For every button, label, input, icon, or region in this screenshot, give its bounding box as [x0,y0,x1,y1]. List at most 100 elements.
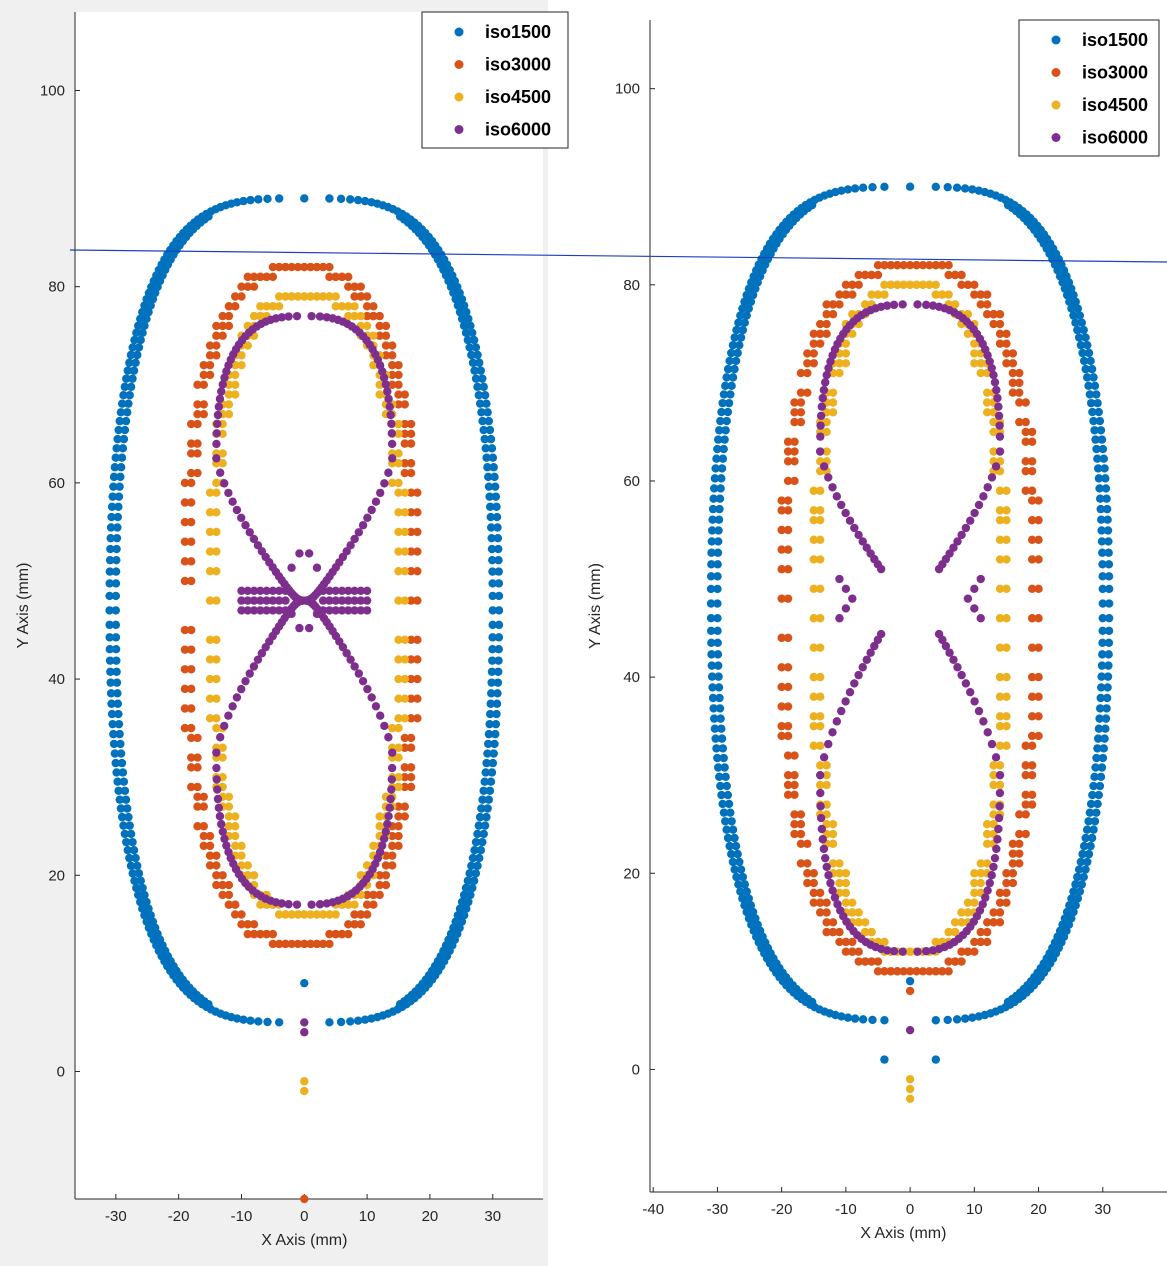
point-iso1500 [471,837,481,847]
point-iso1500 [115,795,124,804]
point-iso1500 [1103,526,1113,535]
point-iso3000 [205,341,215,350]
point-iso3000 [970,947,979,956]
point-iso6000 [387,775,397,784]
point-iso1500 [1089,416,1098,426]
point-iso3000 [783,682,793,692]
point-iso1500 [111,645,121,654]
point-iso4500 [212,596,221,605]
point-iso3000 [1015,398,1024,407]
point-iso3000 [212,851,221,860]
point-iso6000 [824,871,833,880]
point-iso3000 [1027,427,1037,437]
point-iso3000 [205,360,215,370]
point-iso1500 [905,182,915,191]
point-iso3000 [777,565,786,574]
point-iso3000 [1027,555,1037,564]
point-iso6000 [816,813,826,823]
point-iso1500 [105,633,114,642]
point-iso3000 [369,311,378,321]
legend-label-iso1500: iso1500 [1082,30,1148,50]
point-iso3000 [822,908,831,917]
point-iso1500 [715,693,724,703]
point-iso1500 [120,786,130,795]
point-iso6000 [218,827,227,836]
point-iso6000 [217,387,226,396]
point-iso4500 [931,280,940,290]
point-iso3000 [1021,800,1030,809]
point-iso3000 [394,390,403,399]
point-iso3000 [180,704,190,713]
point-iso3000 [777,594,786,603]
point-iso4500 [230,831,240,841]
point-iso6000 [253,655,263,664]
point-iso6000 [363,684,372,694]
point-iso1500 [480,821,490,830]
point-iso1500 [714,672,723,681]
point-iso1500 [1077,880,1087,889]
point-iso3000 [783,633,793,643]
point-iso6000 [362,596,372,605]
point-iso3000 [212,321,221,331]
point-iso1500 [715,426,724,435]
point-iso1500 [131,853,140,863]
point-iso1500 [110,749,120,758]
x-tick-label: -30 [105,1208,127,1225]
point-iso1500 [451,917,460,926]
point-iso4500 [809,672,818,682]
point-iso4500 [815,614,825,623]
point-iso1500 [738,872,748,882]
point-iso6000 [983,728,992,737]
point-iso1500 [1092,753,1101,763]
point-iso3000 [970,290,979,299]
point-iso1500 [1091,763,1100,772]
point-iso6000 [222,367,231,376]
point-iso3000 [950,957,960,966]
x-tick-label: 30 [1094,1201,1111,1218]
point-iso3000 [790,780,799,790]
point-iso4500 [828,398,838,407]
point-iso4500 [394,508,403,517]
point-iso6000 [876,564,886,574]
point-iso1500 [482,453,491,462]
point-iso3000 [199,841,208,851]
point-iso3000 [803,839,812,849]
point-iso4500 [394,419,403,429]
point-iso3000 [318,262,328,272]
point-iso1500 [734,318,743,327]
point-iso1500 [717,474,726,483]
point-iso1500 [300,978,309,988]
point-iso3000 [1008,839,1018,849]
point-iso1500 [1104,661,1113,670]
point-iso4500 [957,918,966,927]
point-iso6000 [983,886,992,895]
point-iso3000 [394,831,403,841]
point-iso3000 [199,822,208,831]
point-iso1500 [468,883,477,893]
point-iso3000 [218,321,227,331]
point-iso1500 [494,656,503,665]
point-iso1500 [707,638,716,648]
point-iso1500 [479,829,488,839]
point-iso3000 [790,820,799,829]
point-iso6000 [243,586,252,595]
point-iso1500 [722,781,731,791]
point-iso3000 [1027,466,1037,476]
point-iso1500 [1104,572,1114,581]
point-iso1500 [113,434,122,444]
point-iso1500 [128,374,137,383]
point-iso1500 [468,328,477,338]
point-iso4500 [1002,721,1011,731]
point-iso6000 [993,835,1002,844]
point-iso3000 [1034,731,1043,741]
point-iso6000 [387,429,397,438]
point-iso1500 [106,667,115,676]
point-iso4500 [212,478,221,488]
series-iso1500 [706,182,1114,1064]
point-iso3000 [790,408,799,417]
point-iso6000 [815,447,825,456]
point-iso4500 [867,290,876,299]
point-iso4500 [841,359,851,368]
legend-marker-iso4500 [454,92,464,102]
